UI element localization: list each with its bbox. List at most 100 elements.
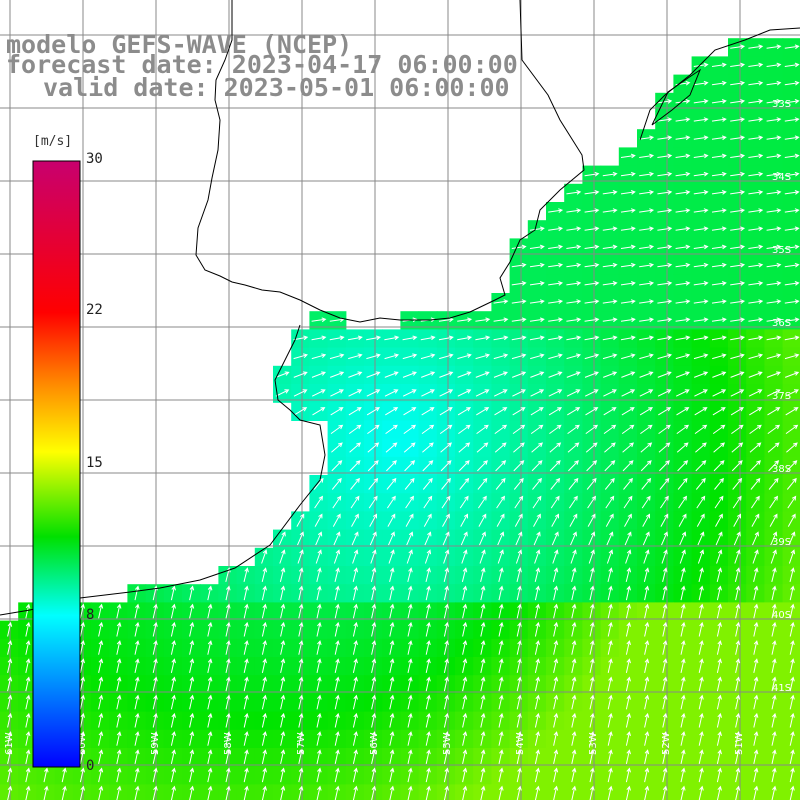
- wind-arrow: [480, 694, 486, 710]
- wind-arrow: [675, 190, 691, 195]
- wind-arrow: [662, 603, 668, 619]
- wind-arrow: [462, 712, 468, 728]
- wind-arrow: [406, 531, 414, 546]
- wind-arrow: [404, 477, 415, 490]
- wind-arrow: [298, 749, 304, 765]
- wind-arrow: [784, 353, 800, 360]
- wind-arrow: [711, 153, 727, 159]
- wind-arrow: [462, 621, 468, 637]
- wind-arrow: [693, 226, 709, 232]
- wind-arrow: [261, 676, 267, 692]
- wind-arrow: [225, 749, 231, 765]
- wind-arrow: [316, 585, 322, 601]
- wind-arrow: [352, 767, 358, 783]
- coastline-east: [639, 27, 800, 141]
- wind-arrow: [352, 749, 358, 765]
- wind-arrow: [789, 694, 795, 710]
- wind-arrow: [497, 549, 504, 564]
- wind-arrow: [371, 658, 377, 674]
- wind-arrow: [602, 335, 618, 341]
- wind-arrow: [622, 442, 634, 453]
- wind-arrow: [498, 712, 504, 728]
- wind-arrow: [584, 371, 599, 378]
- wind-arrow: [425, 767, 431, 783]
- wind-arrow: [786, 477, 797, 490]
- wind-arrow: [407, 640, 413, 655]
- wind-arrow: [152, 712, 158, 728]
- wind-arrow: [675, 317, 691, 323]
- wind-arrow: [516, 658, 522, 674]
- wind-arrow: [134, 731, 140, 746]
- wind-arrow: [784, 299, 800, 304]
- wind-arrow: [347, 335, 363, 341]
- wind-arrow: [571, 567, 577, 583]
- wind-arrow: [480, 640, 486, 655]
- wind-arrow: [566, 317, 582, 323]
- wind-arrow: [534, 658, 540, 674]
- wind-arrow: [407, 712, 413, 728]
- lat-label: 35S: [772, 245, 791, 256]
- wind-arrow: [366, 335, 382, 341]
- wind-arrow: [749, 424, 762, 435]
- wind-arrow: [733, 513, 741, 527]
- wind-arrow: [644, 585, 650, 601]
- wind-arrow: [766, 371, 781, 378]
- wind-arrow: [461, 567, 468, 583]
- wind-arrow: [243, 767, 249, 783]
- wind-arrow: [603, 371, 618, 378]
- wind-arrow: [98, 712, 104, 728]
- wind-arrow: [243, 712, 249, 728]
- wind-arrow: [334, 640, 340, 655]
- wind-arrow: [293, 389, 308, 397]
- wind-arrow: [607, 712, 613, 728]
- wind-arrow: [748, 117, 764, 122]
- wind-arrow: [402, 335, 418, 341]
- wind-arrow: [261, 694, 267, 710]
- wind-arrow: [534, 676, 540, 692]
- wind-arrow: [784, 244, 800, 250]
- wind-arrow: [498, 585, 504, 601]
- wind-arrow: [784, 80, 800, 86]
- wind-arrow: [621, 353, 636, 360]
- wind-arrow: [207, 785, 213, 800]
- wind-arrow: [243, 676, 249, 692]
- wind-arrow: [748, 62, 764, 68]
- wind-arrow: [680, 767, 686, 783]
- wind-arrow: [243, 621, 249, 637]
- wind-arrow: [475, 371, 490, 378]
- wind-arrow: [553, 658, 559, 674]
- wind-arrow: [152, 749, 158, 765]
- wind-arrow: [659, 495, 669, 509]
- wind-arrow: [243, 567, 249, 583]
- wind-arrow: [98, 603, 104, 619]
- wind-arrow: [771, 567, 777, 583]
- wind-arrow: [297, 549, 304, 564]
- wind-arrow: [553, 603, 559, 619]
- wind-arrow: [495, 477, 506, 490]
- wind-arrow: [589, 567, 595, 583]
- wind-arrow: [571, 731, 577, 746]
- wind-arrow: [766, 99, 782, 104]
- wind-arrow: [661, 549, 668, 564]
- wind-arrow: [516, 676, 522, 692]
- wind-arrow: [366, 353, 381, 360]
- wind-arrow: [369, 531, 377, 546]
- wind-arrow: [534, 621, 540, 637]
- lon-label: 52W: [661, 732, 672, 755]
- wind-arrow: [589, 767, 595, 783]
- wind-arrow: [715, 531, 723, 546]
- lat-label: 37S: [772, 391, 791, 402]
- wind-arrow: [552, 567, 559, 583]
- wind-arrow: [316, 785, 322, 800]
- wind-arrow: [639, 335, 655, 341]
- wind-arrow: [748, 371, 763, 378]
- wind-arrow: [748, 317, 764, 323]
- wind-arrow: [730, 135, 746, 141]
- wind-arrow: [771, 785, 777, 800]
- wind-arrow: [605, 513, 614, 527]
- wind-cell: [782, 784, 800, 800]
- wind-arrow: [534, 549, 541, 564]
- wind-arrow: [311, 317, 327, 323]
- wind-arrow: [657, 371, 672, 378]
- wind-arrow: [480, 712, 486, 728]
